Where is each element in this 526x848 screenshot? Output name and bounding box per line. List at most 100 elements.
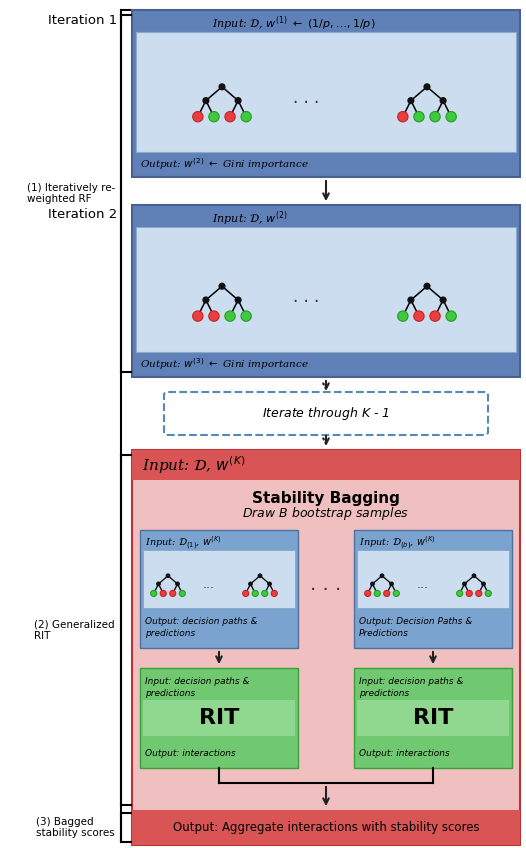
Circle shape xyxy=(176,583,179,586)
Bar xyxy=(140,668,298,768)
Text: Output: interactions: Output: interactions xyxy=(145,750,236,758)
Bar xyxy=(354,530,512,648)
Circle shape xyxy=(219,84,225,90)
Bar xyxy=(140,530,298,648)
Circle shape xyxy=(150,590,157,596)
Text: Output: Aggregate interactions with stability scores: Output: Aggregate interactions with stab… xyxy=(173,821,479,834)
Circle shape xyxy=(383,590,390,596)
Circle shape xyxy=(472,574,476,577)
Text: ...: ... xyxy=(203,577,215,591)
Bar xyxy=(143,700,295,736)
Circle shape xyxy=(430,112,440,122)
Text: Draw $B$ bootstrap samples: Draw $B$ bootstrap samples xyxy=(242,505,410,522)
Text: . . .: . . . xyxy=(293,88,319,107)
Text: RIT: RIT xyxy=(413,708,453,728)
Text: . . .: . . . xyxy=(310,574,341,594)
Circle shape xyxy=(440,98,446,103)
Circle shape xyxy=(241,311,251,321)
Text: Iterate through $K$ - 1: Iterate through $K$ - 1 xyxy=(262,405,390,422)
Bar xyxy=(132,450,520,480)
Bar xyxy=(132,205,520,377)
Circle shape xyxy=(271,590,277,596)
Text: . . .: . . . xyxy=(293,288,319,306)
Circle shape xyxy=(446,112,457,122)
Text: (1) Iteratively re-
weighted RF: (1) Iteratively re- weighted RF xyxy=(27,182,115,204)
Circle shape xyxy=(268,583,271,586)
Text: predictions: predictions xyxy=(359,689,409,699)
Bar xyxy=(357,550,509,608)
Circle shape xyxy=(262,590,268,596)
Circle shape xyxy=(398,112,408,122)
Text: Input: $\mathcal{D}$, $w^{(2)}$: Input: $\mathcal{D}$, $w^{(2)}$ xyxy=(212,209,288,228)
Circle shape xyxy=(242,590,249,596)
Bar xyxy=(136,32,516,152)
Text: ...: ... xyxy=(417,577,429,591)
Text: Output: $w^{(3)}$ $\leftarrow$ Gini importance: Output: $w^{(3)}$ $\leftarrow$ Gini impo… xyxy=(140,357,309,372)
Text: (3) Bagged
stability scores: (3) Bagged stability scores xyxy=(36,817,115,839)
Circle shape xyxy=(476,590,482,596)
Circle shape xyxy=(414,112,424,122)
Circle shape xyxy=(249,583,252,586)
Circle shape xyxy=(374,590,380,596)
Bar xyxy=(136,227,516,352)
Text: Output: Decision Paths &: Output: Decision Paths & xyxy=(359,616,472,626)
Text: Input: $\mathcal{D}$, $w^{(K)}$: Input: $\mathcal{D}$, $w^{(K)}$ xyxy=(142,455,245,476)
Text: Output: decision paths &: Output: decision paths & xyxy=(145,616,258,626)
Circle shape xyxy=(457,590,463,596)
Text: Stability Bagging: Stability Bagging xyxy=(252,490,400,505)
Circle shape xyxy=(398,311,408,321)
Text: Input: $\mathcal{D}_{(1)}$, $w^{(K)}$: Input: $\mathcal{D}_{(1)}$, $w^{(K)}$ xyxy=(145,534,222,551)
Circle shape xyxy=(193,112,203,122)
Bar xyxy=(134,154,518,175)
Circle shape xyxy=(203,98,209,103)
Bar xyxy=(143,550,295,608)
Circle shape xyxy=(170,590,176,596)
Circle shape xyxy=(203,297,209,303)
Circle shape xyxy=(193,311,203,321)
Circle shape xyxy=(219,283,225,289)
Text: Output: $w^{(2)}$ $\leftarrow$ Gini importance: Output: $w^{(2)}$ $\leftarrow$ Gini impo… xyxy=(140,157,309,172)
Circle shape xyxy=(380,574,383,577)
Bar xyxy=(132,810,520,845)
Circle shape xyxy=(241,112,251,122)
Bar xyxy=(134,354,518,375)
Text: Output: interactions: Output: interactions xyxy=(359,750,450,758)
Circle shape xyxy=(235,98,241,103)
Text: Predictions: Predictions xyxy=(359,628,409,638)
Text: Iteration 1: Iteration 1 xyxy=(48,14,117,26)
Circle shape xyxy=(160,590,166,596)
Circle shape xyxy=(235,297,241,303)
Text: Input: decision paths &: Input: decision paths & xyxy=(145,678,249,687)
Circle shape xyxy=(209,311,219,321)
Circle shape xyxy=(440,297,446,303)
Circle shape xyxy=(166,574,170,577)
Circle shape xyxy=(466,590,472,596)
Circle shape xyxy=(365,590,371,596)
Circle shape xyxy=(482,583,485,586)
Circle shape xyxy=(390,583,393,586)
Text: Input: $\mathcal{D}$, $w^{(1)}$ $\leftarrow$ $(1/p,\ldots,1/p)$: Input: $\mathcal{D}$, $w^{(1)}$ $\leftar… xyxy=(212,14,376,33)
Text: Iteration 2: Iteration 2 xyxy=(48,209,117,221)
Circle shape xyxy=(258,574,262,577)
Bar xyxy=(354,668,512,768)
Circle shape xyxy=(414,311,424,321)
Text: predictions: predictions xyxy=(145,628,195,638)
Circle shape xyxy=(209,112,219,122)
Circle shape xyxy=(485,590,491,596)
Circle shape xyxy=(430,311,440,321)
Bar xyxy=(357,700,509,736)
Circle shape xyxy=(252,590,258,596)
Circle shape xyxy=(446,311,457,321)
Bar xyxy=(132,10,520,177)
Circle shape xyxy=(179,590,185,596)
Text: RIT: RIT xyxy=(199,708,239,728)
Circle shape xyxy=(408,98,414,103)
Circle shape xyxy=(157,583,160,586)
Text: Input: $\mathcal{D}_{(b)}$, $w^{(K)}$: Input: $\mathcal{D}_{(b)}$, $w^{(K)}$ xyxy=(359,534,436,551)
Circle shape xyxy=(393,590,399,596)
Circle shape xyxy=(424,84,430,90)
Text: (2) Generalized
RIT: (2) Generalized RIT xyxy=(34,619,115,641)
Bar xyxy=(132,450,520,845)
Circle shape xyxy=(424,283,430,289)
Text: Input: decision paths &: Input: decision paths & xyxy=(359,678,463,687)
